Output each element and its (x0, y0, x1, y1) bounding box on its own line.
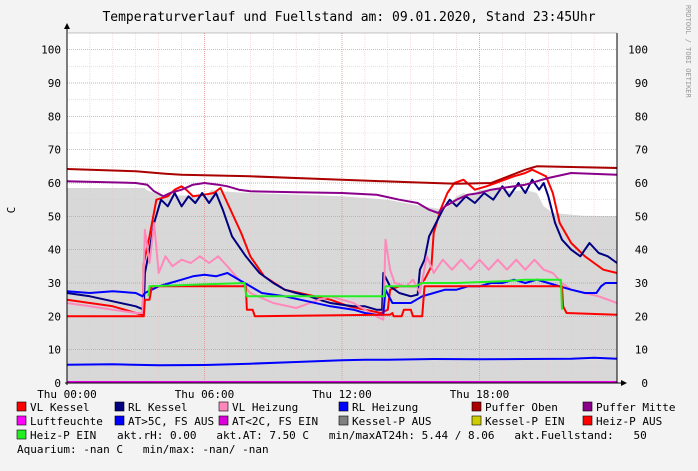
y-tick-label-right: 100 (628, 44, 648, 57)
plot-area: 0 0 10 10 20 20 30 30 40 40 50 50 60 60 70 70 80 80 90 90 10… (37, 23, 648, 401)
legend-swatch (338, 401, 349, 412)
y-tick-label-left: 30 (48, 277, 61, 290)
legend-swatch (114, 415, 125, 426)
x-axis-arrow (621, 380, 627, 386)
legend-label: Heiz-P AUS (596, 415, 662, 428)
legend-label: Puffer Mitte (596, 401, 675, 414)
series-line-rl-kessel (66, 178, 618, 311)
series-line-puffer-oben (66, 165, 618, 185)
y-tick-label-right: 10 (635, 344, 648, 357)
legend-label: Kessel-P EIN (485, 415, 564, 428)
y-tick-label-right: 40 (635, 244, 648, 257)
y-axis-arrow (64, 23, 70, 29)
status-info-line: akt.rH: 0.00 akt.AT: 7.50 C min/maxAT24h… (117, 429, 647, 442)
series-line-heiz-p-ein (147, 278, 563, 310)
y-axis-label: C (5, 207, 18, 214)
y-tick-label-right: 50 (635, 210, 648, 223)
legend-swatch (471, 415, 482, 426)
legend-label: AT<2C, FS EIN (232, 415, 318, 428)
y-tick-label-left: 80 (48, 110, 61, 123)
chart-title: Temperaturverlauf und Fuellstand am: 09.… (102, 10, 595, 25)
legend-label: VL Heizung (232, 401, 298, 414)
rrdtool-credit: RRDTOOL / TOBI OETIKER (684, 5, 692, 99)
y-tick-label-left: 90 (48, 77, 61, 90)
y-tick-label-right: 80 (635, 110, 648, 123)
legend-swatch (16, 401, 27, 412)
y-tick-label-left: 20 (48, 310, 61, 323)
legend-swatch (471, 401, 482, 412)
series-line-vl-heizung (66, 222, 618, 321)
y-tick-label-left: 50 (48, 210, 61, 223)
legend-label: Puffer Oben (485, 401, 558, 414)
series-line-puffer-mitte (66, 172, 618, 214)
x-tick-label: Thu 18:00 (450, 388, 510, 401)
legend-label: AT>5C, FS AUS (128, 415, 214, 428)
legend-swatch (16, 429, 27, 440)
legend-label: VL Kessel (30, 401, 90, 414)
y-tick-label-left: 10 (48, 344, 61, 357)
legend-swatch (582, 415, 593, 426)
legend-swatch (16, 415, 27, 426)
y-tick-label-left: 60 (48, 177, 61, 190)
y-tick-label-left: 100 (41, 44, 61, 57)
legend-label: Kessel-P AUS (352, 415, 431, 428)
y-tick-label-left: 0 (54, 377, 61, 390)
y-tick-label-left: 70 (48, 144, 61, 157)
x-tick-label: Thu 00:00 (37, 388, 97, 401)
legend-swatch (114, 401, 125, 412)
legend-label: Luftfeuchte (30, 415, 103, 428)
x-tick-label: Thu 12:00 (312, 388, 372, 401)
legend-swatch (338, 415, 349, 426)
series-line-at-5c-fs-aus (66, 356, 618, 367)
y-tick-label-left: 40 (48, 244, 61, 257)
series-line-heiz-p-aus (67, 285, 618, 318)
legend-label: Heiz-P EIN (30, 429, 96, 442)
legend-swatch (218, 415, 229, 426)
y-tick-label-right: 30 (635, 277, 648, 290)
y-tick-label-right: 90 (635, 77, 648, 90)
y-tick-label-right: 20 (635, 310, 648, 323)
y-tick-label-right: 70 (635, 144, 648, 157)
legend: VL Kessel RL Kessel VL Heizung RL Heizung Pu… (16, 401, 675, 456)
legend-swatch (218, 401, 229, 412)
y-tick-label-right: 0 (641, 377, 648, 390)
y-tick-label-right: 60 (635, 177, 648, 190)
legend-label: RL Kessel (128, 401, 188, 414)
x-tick-label: Thu 06:00 (175, 388, 235, 401)
legend-swatch (582, 401, 593, 412)
aquarium-info-line: Aquarium: -nan C min/max: -nan/ -nan (17, 443, 269, 456)
legend-label: RL Heizung (352, 401, 418, 414)
